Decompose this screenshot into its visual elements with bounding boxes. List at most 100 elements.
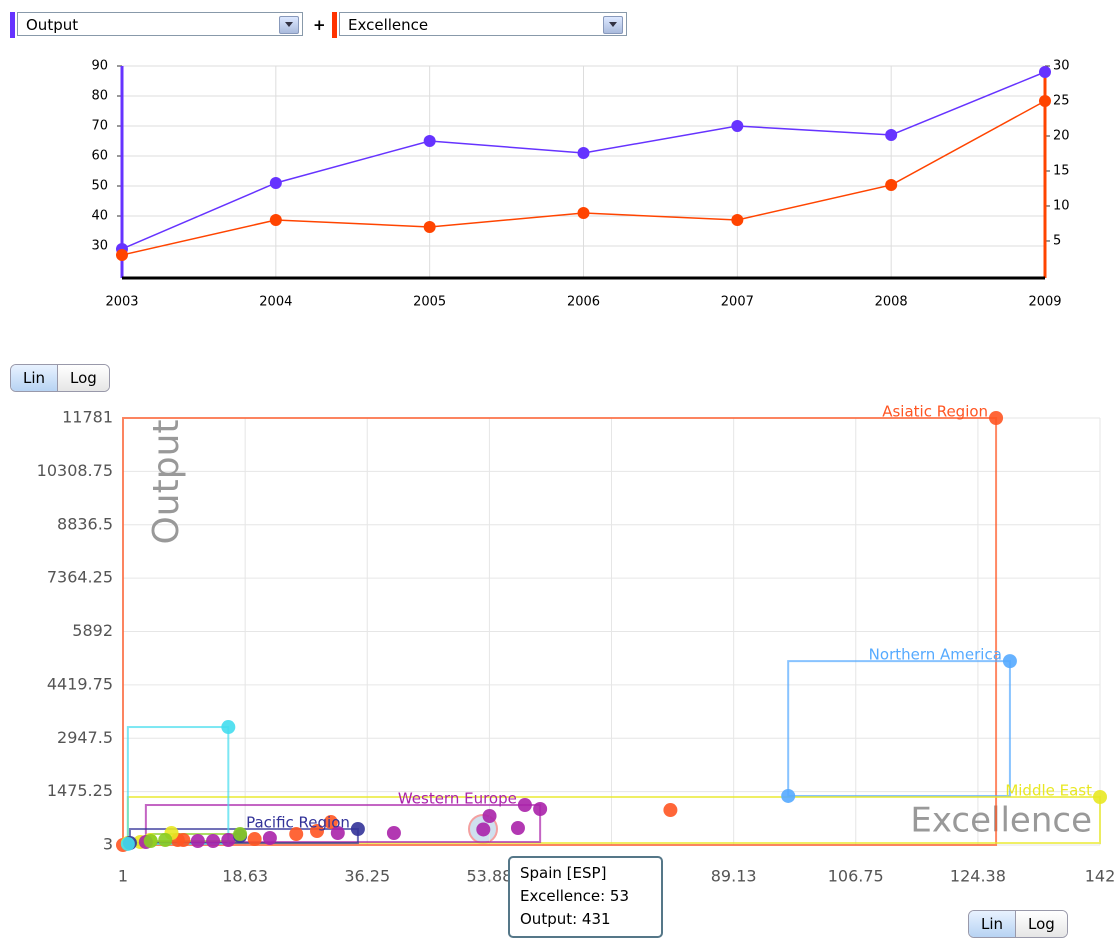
point [386,825,401,840]
y-tick-label: 50 [91,178,108,193]
point [269,176,282,189]
x-tick-label: 89.13 [711,867,757,886]
metric-2-label: Excellence [348,16,429,34]
log-button[interactable]: Log [58,365,109,391]
y2-tick-label: 25 [1053,93,1070,108]
lin-button[interactable]: Lin [969,911,1017,937]
point [1039,94,1051,107]
point [577,146,590,159]
point [206,834,221,849]
metric-1-color [10,12,15,38]
y2-tick-label: 5 [1053,233,1061,248]
point [247,832,262,847]
region-box [122,417,998,846]
dropdown-arrow [279,16,299,34]
point [116,248,128,261]
y-tick-label: 11781 [62,408,113,427]
metric-1-select[interactable]: Output [17,12,303,36]
point [423,134,436,147]
point [158,832,173,847]
x-tick-label: 1 [118,867,128,886]
y-tick-label: 1475.25 [47,781,113,800]
log-button[interactable]: Log [1016,911,1067,937]
point [262,831,277,846]
region-box [787,660,1011,797]
region-box [144,804,542,843]
y-tick-label: 80 [91,88,108,103]
point [510,820,525,835]
x-tick-label: 142 [1085,867,1116,886]
lin-button[interactable]: Lin [11,365,59,391]
x-tick-label: 2006 [567,295,600,310]
y-tick-label: 60 [91,148,108,163]
x-tick-label: 2005 [413,295,446,310]
metric-2-color [332,12,337,38]
point [120,836,135,851]
point [885,128,898,141]
x-tick-label: 2003 [105,295,138,310]
metric-2-select[interactable]: Excellence [339,12,627,36]
point [423,220,436,233]
metric-1-label: Output [26,16,79,34]
y-tick-label: 10308.75 [37,461,113,480]
point [663,803,678,818]
tooltip: Spain [ESP] Excellence: 53 Output: 431 [508,856,663,938]
y-axis-title: Output [146,419,187,544]
y2-tick-label: 10 [1053,198,1070,213]
x-tick-label: 124.38 [950,867,1006,886]
region-label: Northern America [869,646,1002,664]
y-tick-label: 40 [91,208,108,223]
point [533,801,548,816]
y-tick-label: 70 [91,118,108,133]
point [731,213,744,226]
x-tick-label: 53.88 [467,867,513,886]
y-tick-label: 30 [91,238,108,253]
x-tick-label: 2004 [259,295,292,310]
point [517,798,532,813]
x-tick-label: 2009 [1028,295,1061,310]
point [731,119,744,132]
point [330,825,345,840]
point [1002,654,1017,669]
y-tick-label: 3 [103,835,113,854]
y-tick-label: 4419.75 [47,674,113,693]
point [1039,65,1051,78]
region-label: Western Europe [398,790,517,808]
x-tick-label: 2008 [875,295,908,310]
y-tick-label: 8836.5 [57,514,113,533]
x-axis-title: Excellence [910,801,1092,841]
x-tick-label: 18.63 [222,867,268,886]
point [143,834,158,849]
y2-tick-label: 20 [1053,128,1070,143]
scale-toggle-top: Lin Log [10,364,110,392]
y2-tick-label: 15 [1053,163,1070,178]
y-tick-label: 5892 [72,621,113,640]
point [989,411,1004,425]
region-label: Asiatic Region [882,403,988,421]
point [781,788,796,803]
point [482,808,497,823]
point [350,822,365,837]
dropdown-arrow [603,16,623,34]
point [323,815,338,830]
scale-toggle-bottom: Lin Log [968,910,1068,938]
region-label: Middle East [1005,781,1092,799]
point [269,213,282,226]
y-tick-label: 90 [91,59,108,74]
point [221,720,236,735]
joiner: + [313,16,326,34]
point [310,824,325,839]
point [577,206,590,219]
point [289,827,304,842]
point [885,178,898,191]
y2-tick-label: 30 [1053,59,1070,74]
tooltip-line: Excellence: 53 [520,887,630,905]
region-label: Pacific Region [246,814,350,832]
x-tick-label: 36.25 [344,867,390,886]
point [190,834,205,849]
x-tick-label: 2007 [721,295,754,310]
y-tick-label: 7364.25 [47,568,113,587]
x-tick-label: 106.75 [828,867,884,886]
